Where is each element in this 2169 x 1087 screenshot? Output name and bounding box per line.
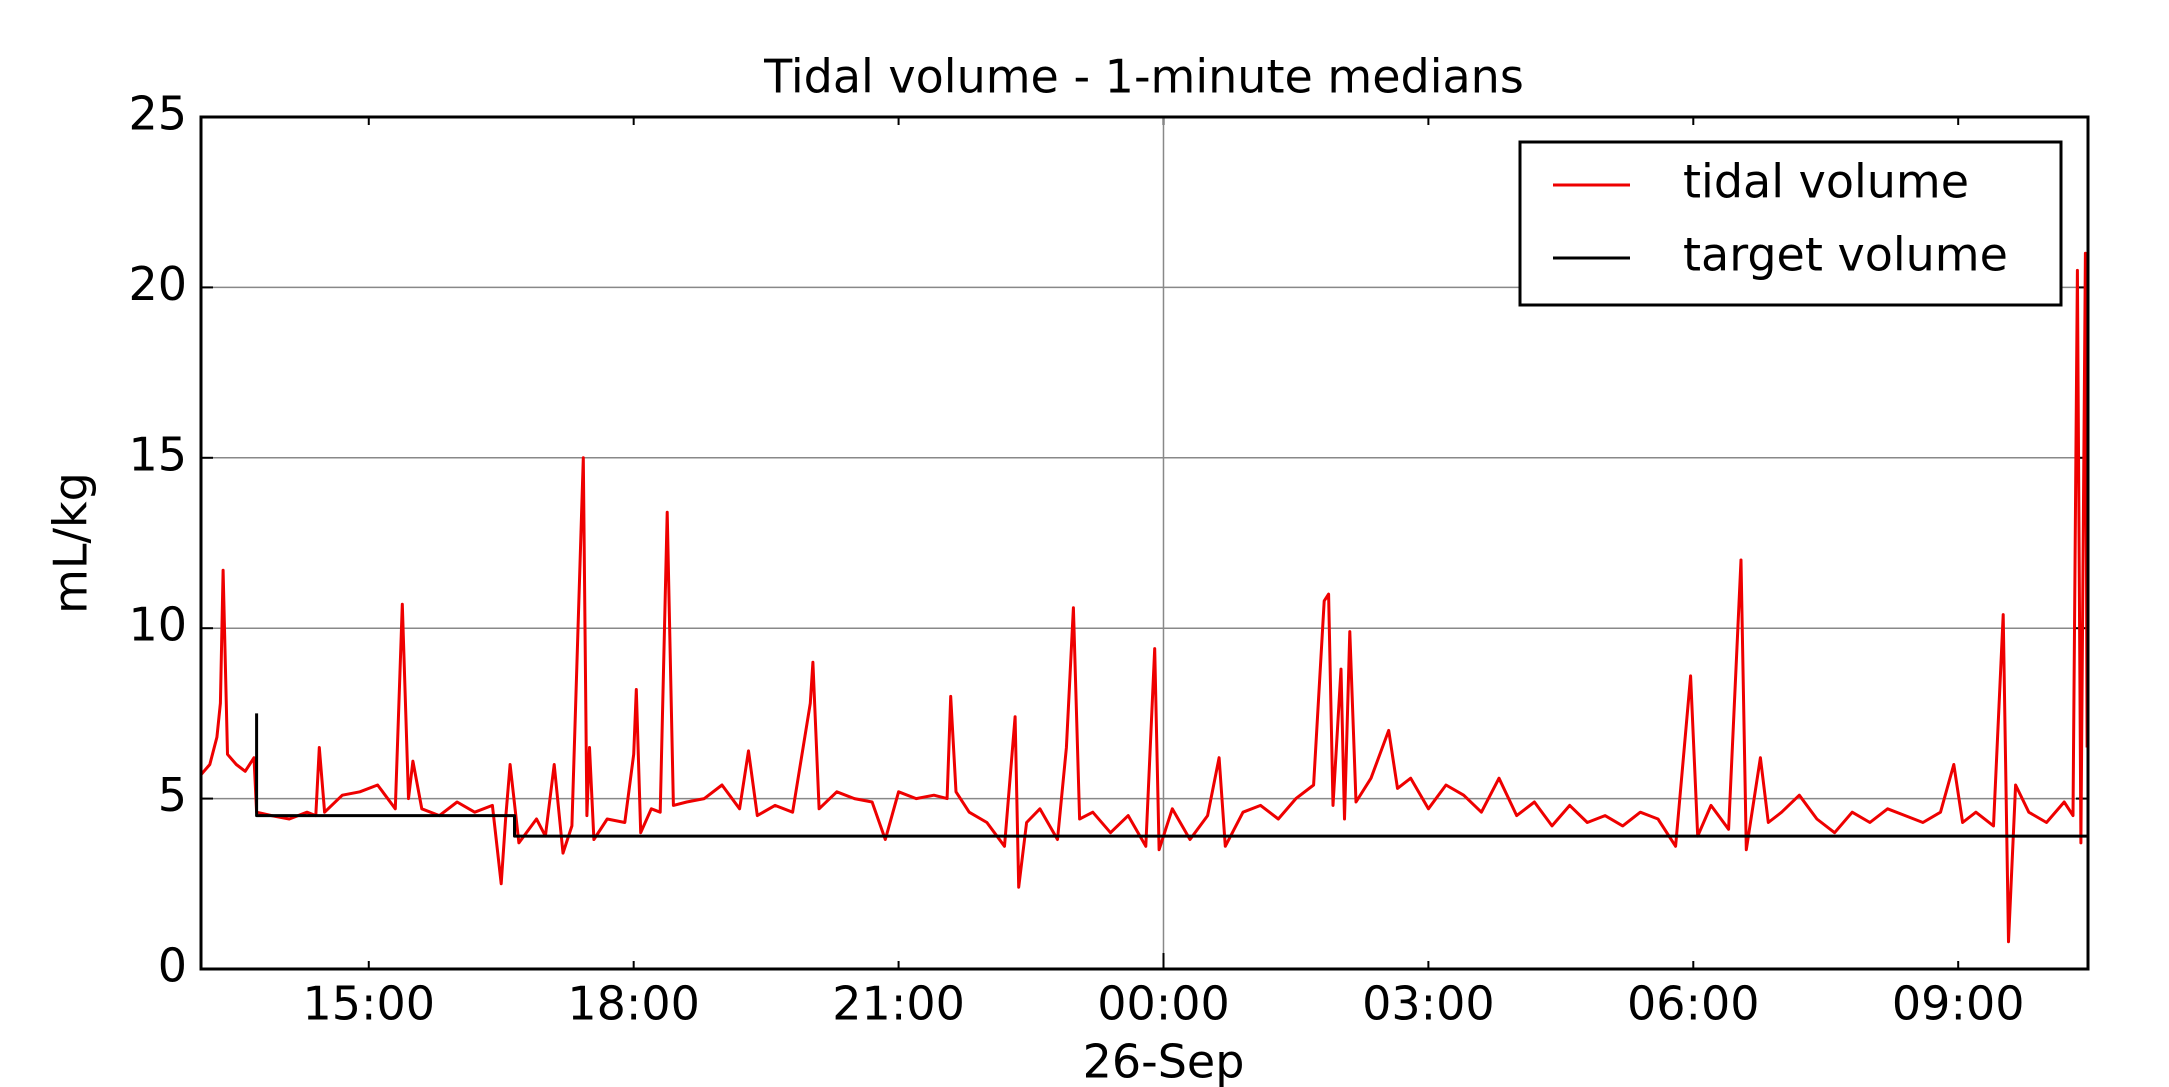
y-tick-label: 0 (158, 939, 187, 993)
x-tick-label: 15:00 (302, 977, 435, 1031)
plot-frame (199, 115, 2090, 971)
x-tick-label: 00:00 (1097, 977, 1230, 1031)
y-axis-label: mL/kg (44, 472, 98, 614)
y-tick-label: 15 (128, 427, 187, 481)
data-line (201, 251, 2088, 944)
x-tick-label: 18:00 (567, 977, 700, 1031)
legend-label: tidal volume (1683, 155, 1969, 209)
y-tick-label: 5 (158, 768, 187, 822)
chart-title: Tidal volume - 1-minute medians (763, 50, 1524, 104)
legend-box (1518, 140, 2063, 307)
y-tick-label: 25 (128, 87, 187, 141)
x-date-label: 26-Sep (1083, 1035, 1245, 1087)
y-tick-label: 10 (128, 598, 187, 652)
y-tick-label: 20 (128, 257, 187, 311)
x-tick-label: 21:00 (832, 977, 965, 1031)
x-tick-label: 06:00 (1627, 977, 1760, 1031)
legend-label: target volume (1683, 228, 2008, 282)
x-tick-label: 09:00 (1892, 977, 2025, 1031)
data-line (255, 713, 2088, 838)
x-tick-label: 03:00 (1362, 977, 1495, 1031)
